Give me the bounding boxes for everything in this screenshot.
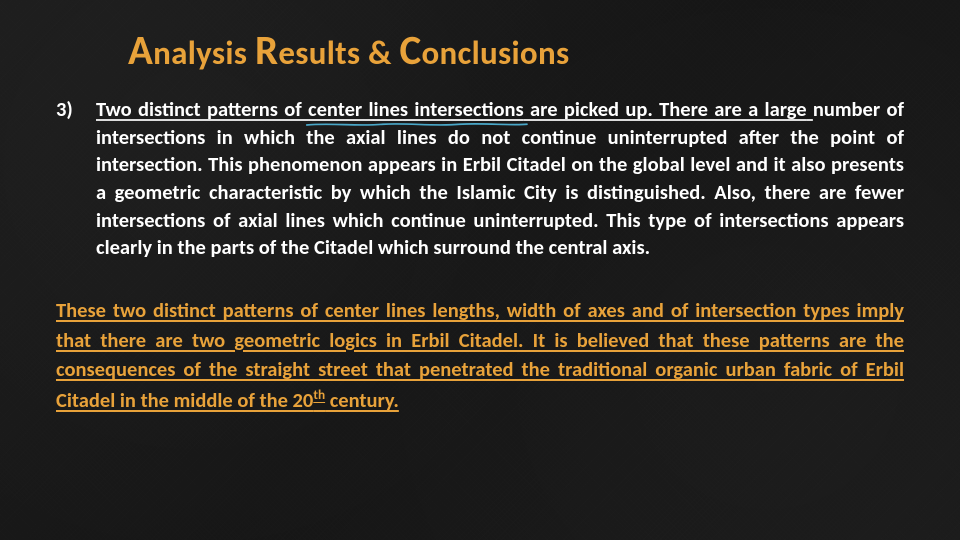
summary-sup: th [313, 386, 325, 403]
slide-title: Analysis Results & Conclusions [128, 26, 904, 76]
title-rest-1: nalysis [153, 33, 255, 73]
title-rest-3: onclusions [421, 33, 569, 73]
list-item-3: 3) Two distinct patterns of center lines… [56, 96, 904, 262]
summary-post: century. [325, 387, 399, 413]
item-lead-highlight-wrap: center lines intersections [308, 96, 524, 122]
title-cap-2: R [255, 26, 278, 76]
summary-paragraph: These two distinct patterns of center li… [56, 296, 904, 416]
summary-pre: These two distinct patterns of center li… [56, 297, 904, 413]
slide-container: Analysis Results & Conclusions 3) Two di… [0, 0, 960, 540]
list-item-body: Two distinct patterns of center lines in… [96, 96, 904, 262]
item-lead-pre: Two distinct patterns of [96, 96, 308, 122]
item-lead-highlight: center lines intersections [308, 96, 524, 122]
title-rest-2: esults & [278, 33, 399, 73]
title-cap-3: C [399, 26, 421, 76]
list-item-number: 3) [56, 96, 96, 262]
item-lead-underlined: Two distinct patterns of center lines in… [96, 96, 813, 122]
item-lead-post: are picked up. There are a large [524, 96, 807, 122]
title-cap-1: A [128, 26, 153, 76]
